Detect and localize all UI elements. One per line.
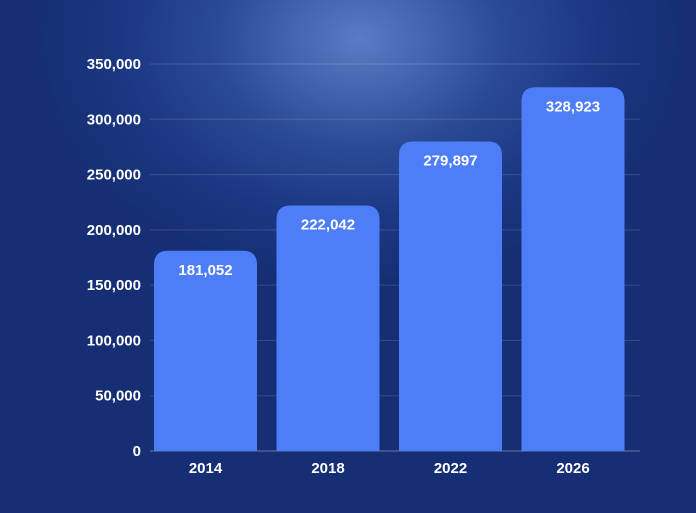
y-tick-label: 100,000 (87, 332, 141, 349)
bar-2022 (399, 141, 502, 451)
data-label: 279,897 (423, 153, 477, 170)
y-tick-label: 250,000 (87, 167, 141, 184)
data-label: 222,042 (301, 216, 355, 233)
y-tick-label: 350,000 (87, 56, 141, 73)
y-tick-label: 200,000 (87, 222, 141, 239)
bar-2026 (521, 87, 625, 451)
x-tick-label: 2026 (556, 460, 589, 477)
y-tick-label: 0 (133, 443, 141, 460)
y-tick-label: 50,000 (95, 388, 141, 405)
bar-2018 (276, 205, 380, 451)
y-tick-label: 150,000 (87, 277, 141, 294)
x-tick-label: 2022 (434, 460, 467, 477)
x-tick-label: 2018 (311, 460, 344, 477)
data-label: 181,052 (178, 262, 232, 279)
x-tick-label: 2014 (189, 460, 223, 477)
y-tick-label: 300,000 (87, 111, 141, 128)
data-label: 328,923 (546, 98, 600, 115)
bar-2014 (154, 250, 257, 451)
